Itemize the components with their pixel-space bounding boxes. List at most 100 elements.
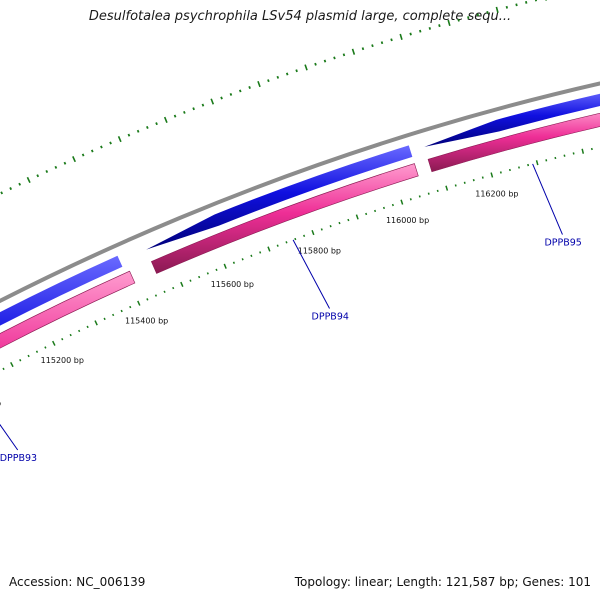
tick-mark [351, 48, 356, 55]
inner-tick-mark [198, 275, 201, 279]
reverse-gene-block[interactable] [150, 163, 419, 274]
tick-mark [295, 69, 298, 73]
inner-tick-mark [454, 184, 457, 187]
tick-mark [173, 114, 177, 118]
tick-label: 115800 bp [298, 246, 341, 255]
tick-mark [399, 33, 403, 40]
inner-tick-mark [61, 337, 64, 341]
inner-tick-mark [189, 279, 192, 282]
tick-mark [419, 29, 422, 33]
forward-strand-genes [0, 90, 600, 444]
tick-mark [515, 3, 518, 7]
tick-mark [447, 19, 451, 27]
tick-label: 115400 bp [125, 316, 168, 325]
tick-mark [495, 6, 499, 13]
sequence-summary: Topology: linear; Length: 121,587 bp; Ge… [294, 575, 591, 589]
tick-mark [390, 38, 393, 42]
tick-mark [304, 64, 308, 71]
gene-label[interactable]: DPPB95 [544, 238, 581, 249]
inner-tick-mark [527, 163, 530, 167]
reverse-gene-block[interactable] [427, 108, 600, 173]
tick-mark [192, 107, 195, 111]
tick-mark [146, 125, 149, 129]
tick-mark [54, 165, 58, 169]
inner-tick-mark [137, 300, 141, 306]
inner-tick-mark [94, 320, 98, 326]
tick-mark [467, 16, 470, 20]
inner-tick-mark [250, 254, 253, 258]
inner-tick-mark [2, 367, 5, 371]
tick-mark [163, 116, 168, 123]
minor-tick-marks [0, 0, 548, 195]
tick-label: 116000 bp [386, 216, 429, 225]
backbone-line [0, 81, 600, 304]
tick-mark [438, 24, 441, 28]
inner-tick-mark [303, 234, 306, 237]
tick-mark [285, 72, 289, 76]
tick-mark [117, 135, 122, 143]
tick-mark [26, 176, 31, 184]
tick-mark [333, 56, 336, 60]
inner-tick-mark [418, 195, 421, 198]
inner-tick-mark [27, 354, 30, 358]
gene-label[interactable]: DPPB93 [0, 453, 37, 464]
forward-gene-arrow[interactable] [146, 145, 413, 250]
reverse-gene-block[interactable] [0, 270, 136, 465]
inner-tick-mark [374, 209, 377, 213]
tick-mark [9, 187, 13, 191]
inner-tick-mark [400, 199, 404, 205]
inner-tick-mark [499, 171, 502, 174]
inner-tick-mark [206, 272, 209, 275]
inner-tick-mark [259, 251, 262, 254]
tick-mark [72, 156, 76, 163]
tick-mark [534, 0, 538, 2]
inner-tick-mark [490, 172, 494, 178]
gene-leader-line [0, 423, 19, 451]
tick-mark [525, 0, 528, 4]
gene-labels: DPPB93 DPPB94 DPPB95 [0, 163, 582, 464]
inner-tick-mark [276, 244, 279, 247]
tick-mark [18, 182, 22, 186]
tick-label: 115000 bp [0, 399, 1, 408]
inner-tick-mark [436, 189, 439, 193]
gene-leader-line [292, 239, 330, 309]
tick-label: 115600 bp [211, 280, 254, 289]
tick-mark [457, 18, 460, 22]
inner-tick-mark [409, 198, 412, 201]
gene-label[interactable]: DPPB94 [312, 311, 349, 322]
tick-mark [81, 153, 85, 157]
tick-mark [136, 129, 140, 133]
inner-tick-mark [19, 359, 22, 362]
tick-mark [428, 26, 432, 30]
inner-tick-mark [481, 176, 484, 179]
tick-mark [229, 92, 233, 96]
inner-tick-mark [120, 309, 123, 313]
inner-tick-mark [35, 350, 39, 353]
tick-mark [210, 98, 215, 105]
inner-tick-mark [355, 214, 359, 220]
inner-tick-mark [285, 241, 288, 244]
forward-gene-arrow[interactable] [424, 90, 600, 147]
tick-mark [183, 110, 186, 114]
tick-mark [100, 145, 103, 149]
inner-tick-mark [232, 261, 235, 264]
tick-mark [201, 103, 205, 107]
tick-mark [127, 133, 131, 137]
inner-tick-mark [215, 268, 218, 272]
tick-mark [486, 10, 489, 14]
tick-mark [257, 80, 261, 88]
tick-mark [371, 44, 374, 48]
tick-label: 116200 bp [475, 189, 518, 198]
inner-tick-mark [338, 221, 341, 225]
tick-mark [342, 53, 346, 57]
inner-tick-mark [463, 181, 466, 184]
inner-tick-mark [69, 333, 72, 337]
inner-tick-mark [294, 237, 297, 241]
forward-gene-arrow[interactable] [0, 255, 123, 444]
inner-tick-mark [129, 305, 132, 309]
inner-tick-mark [52, 340, 56, 346]
inner-tick-mark [427, 192, 430, 195]
inner-tick-mark [180, 281, 184, 287]
inner-tick-mark [382, 206, 386, 210]
